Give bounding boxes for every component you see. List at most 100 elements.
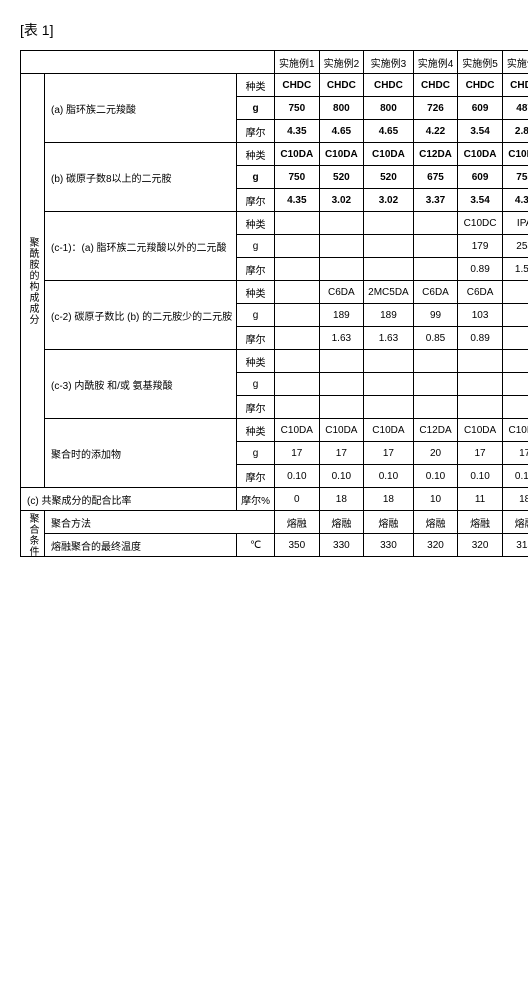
attr-g: g [237,442,275,465]
cell: C10DC [458,212,503,235]
data-table: 实施例1 实施例2 实施例3 实施例4 实施例5 实施例6 实施例7 实施例8 … [20,50,528,557]
cell: 熔融 [502,511,528,534]
col-h-6: 实施例6 [502,51,528,74]
cell: 103 [458,304,503,327]
cell [364,396,414,419]
cell: 18 [319,488,364,511]
cell [319,373,364,396]
cell: 487 [502,97,528,120]
cell: CHDC [502,74,528,97]
cell: C10DA [364,419,414,442]
col-h-2: 实施例2 [319,51,364,74]
cell: 1.63 [319,327,364,350]
cell [319,258,364,281]
cell: 3.54 [458,189,503,212]
cell: IPA [502,212,528,235]
cell: C10DA [275,419,320,442]
cell [275,350,320,373]
cell [275,258,320,281]
col-h-5: 实施例5 [458,51,503,74]
cell [413,258,458,281]
cell: C12DA [413,419,458,442]
cell: 熔融 [413,511,458,534]
col-h-1: 实施例1 [275,51,320,74]
cell: 0.10 [502,465,528,488]
cell [413,373,458,396]
cell: 10 [413,488,458,511]
cell: C10DA [458,143,503,166]
cell: 4.38 [502,189,528,212]
cell: 189 [364,304,414,327]
cell: 17 [275,442,320,465]
cell: C6DA [413,281,458,304]
attr-g: g [237,235,275,258]
cell: 0.89 [458,327,503,350]
attr-kind: 种类 [237,350,275,373]
cell: 330 [364,534,414,557]
cell: 330 [319,534,364,557]
row-temp-label: 熔融聚合的最终温度 [45,534,237,557]
row-a-kind: 聚酰胺的构成成分 (a) 脂环族二元羧酸 种类 CHDC CHDC CHDC C… [21,74,528,97]
attr-mol: 摩尔 [237,327,275,350]
cell [319,235,364,258]
cell [364,212,414,235]
cell: 1.63 [364,327,414,350]
cell: 4.22 [413,120,458,143]
col-h-3: 实施例3 [364,51,414,74]
cell [275,327,320,350]
cell: 18 [502,488,528,511]
cell [275,396,320,419]
cell: C10DA [319,143,364,166]
row-b-label: (b) 碳原子数8以上的二元胺 [45,143,237,212]
cell: 3.02 [319,189,364,212]
attr-molpct: 摩尔% [237,488,275,511]
cell: 800 [364,97,414,120]
row-c1-label: (c-1)：(a) 脂环族二元羧酸以外的二元酸 [45,212,237,281]
cell [413,212,458,235]
cell: C6DA [458,281,503,304]
cell [458,350,503,373]
cell [413,396,458,419]
cell: 0.85 [413,327,458,350]
row-temp: 熔融聚合的最终温度 ℃ 350 330 330 320 320 315 315 … [21,534,528,557]
attr-mol: 摩尔 [237,465,275,488]
cell [502,396,528,419]
cell: 0.89 [458,258,503,281]
row-add-label: 聚合时的添加物 [45,419,237,488]
attr-kind: 种类 [237,143,275,166]
cell: 3.02 [364,189,414,212]
attr-g: g [237,166,275,189]
table-caption: [表 1] [20,20,508,40]
cell: 2MC5DA [364,281,414,304]
cell: 520 [319,166,364,189]
row-b-kind: (b) 碳原子数8以上的二元胺 种类 C10DA C10DA C10DA C12… [21,143,528,166]
table-wrapper: 实施例1 实施例2 实施例3 实施例4 实施例5 实施例6 实施例7 实施例8 … [20,50,508,557]
cell [275,235,320,258]
row-c3-kind: (c-3) 内酰胺 和/或 氨基羧酸 种类 CPL [21,350,528,373]
cell [319,396,364,419]
cell: 350 [275,534,320,557]
cell [364,373,414,396]
attr-kind: 种类 [237,419,275,442]
cell [413,235,458,258]
cell: 熔融 [458,511,503,534]
cell: 3.54 [458,120,503,143]
cell: 4.35 [275,120,320,143]
cell [502,281,528,304]
cell: 0.10 [275,465,320,488]
cell: C10DA [319,419,364,442]
cell: 520 [364,166,414,189]
cell: 20 [413,442,458,465]
attr-g: g [237,97,275,120]
cell: 99 [413,304,458,327]
row-c2-kind: (c-2) 碳原子数比 (b) 的二元胺少的二元胺 种类 C6DA 2MC5DA… [21,281,528,304]
cell [458,396,503,419]
cell [458,373,503,396]
cell: 18 [364,488,414,511]
cell: CHDC [413,74,458,97]
cell: 320 [413,534,458,557]
cell: 3.37 [413,189,458,212]
row-c-ratio-label: (c) 共聚成分的配合比率 [21,488,237,511]
attr-mol: 摩尔 [237,120,275,143]
cell: 320 [458,534,503,557]
